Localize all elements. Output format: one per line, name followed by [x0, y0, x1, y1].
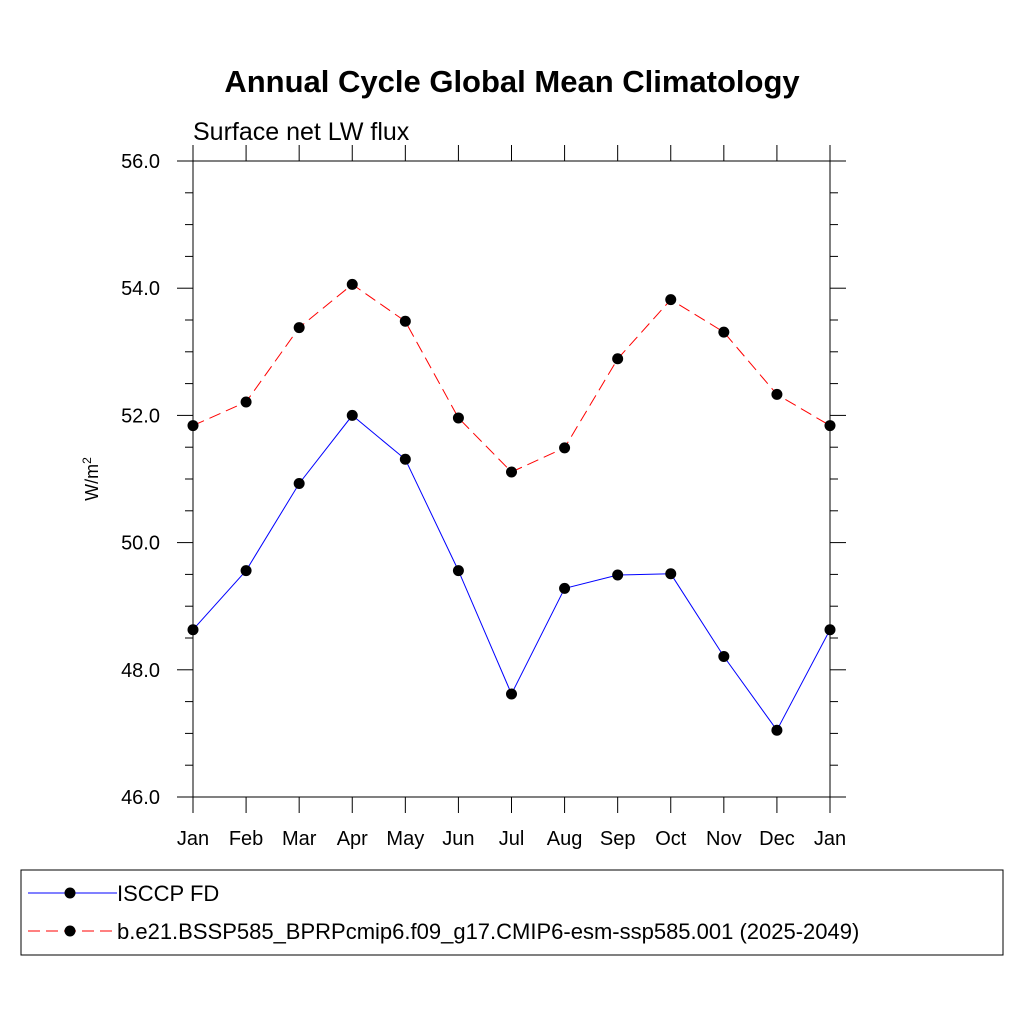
y-tick-label: 52.0: [121, 405, 160, 427]
data-point: [240, 396, 252, 408]
data-point: [187, 624, 199, 636]
data-point: [559, 442, 571, 454]
data-point: [612, 569, 624, 581]
y-tick-label: 56.0: [121, 151, 160, 173]
x-tick-label: Feb: [229, 828, 263, 850]
data-point: [718, 326, 730, 338]
x-tick-label: Jan: [177, 828, 209, 850]
y-tick-label: 46.0: [121, 787, 160, 809]
data-point: [346, 409, 358, 421]
legend: ISCCP FD b.e21.BSSP585_BPRPcmip6.f09_g17.…: [28, 881, 859, 944]
data-point: [506, 688, 517, 700]
data-point: [399, 315, 411, 327]
y-axis-label-base: W/m: [82, 464, 102, 501]
series-layer: [187, 278, 836, 736]
data-point: [240, 565, 252, 577]
data-point: [187, 420, 199, 432]
x-tick-label: Jul: [499, 828, 525, 850]
y-tick-label: 50.0: [121, 533, 160, 555]
data-point: [718, 650, 730, 662]
data-point: [665, 568, 677, 580]
x-tick-label: Nov: [706, 828, 742, 850]
data-point: [771, 724, 783, 736]
data-point: [824, 624, 836, 636]
data-point: [824, 420, 836, 432]
y-axis-label-superscript: 2: [80, 457, 94, 464]
x-tick-label: Mar: [282, 828, 317, 850]
x-tick-label: Dec: [759, 828, 795, 850]
y-axis-label: W/m2: [80, 457, 102, 501]
plot-frame: [192, 160, 831, 798]
legend-marker: [64, 925, 76, 937]
x-tick-label: Oct: [655, 828, 687, 850]
y-tick-label: 48.0: [121, 660, 160, 682]
data-point: [293, 322, 305, 334]
x-tick-label: Sep: [600, 828, 636, 850]
x-tick-label: Jun: [442, 828, 474, 850]
x-tick-label: Apr: [337, 828, 368, 850]
data-point: [665, 294, 677, 306]
legend-box: [20, 869, 1004, 956]
chart-subtitle: Surface net LW flux: [193, 118, 410, 146]
y-axis: 46.0 48.0 50.0 52.0 54.0 56.0: [121, 151, 846, 809]
series-line: [192, 414, 831, 732]
data-point: [771, 388, 783, 400]
data-point: [399, 453, 411, 465]
data-point: [612, 353, 624, 365]
x-axis: Jan Feb Mar Apr May Jun Jul Aug Sep Oct Nov Dec Jan: [177, 145, 846, 850]
data-point: [452, 565, 464, 577]
x-tick-label: Aug: [547, 828, 583, 850]
legend-marker: [64, 887, 76, 899]
y-tick-label: 54.0: [121, 278, 160, 300]
data-point: [346, 278, 358, 290]
series-1: [187, 409, 836, 736]
x-tick-label: May: [386, 828, 424, 850]
legend-label: ISCCP FD: [117, 881, 219, 906]
data-point: [452, 412, 464, 424]
series-2: [187, 278, 836, 478]
data-point: [506, 466, 517, 478]
data-point: [559, 582, 571, 594]
chart-title: Annual Cycle Global Mean Climatology: [224, 64, 800, 99]
legend-label: b.e21.BSSP585_BPRPcmip6.f09_g17.CMIP6-es…: [117, 919, 859, 944]
data-point: [293, 477, 305, 489]
x-tick-label: Jan: [814, 828, 846, 850]
series-line: [192, 283, 831, 473]
